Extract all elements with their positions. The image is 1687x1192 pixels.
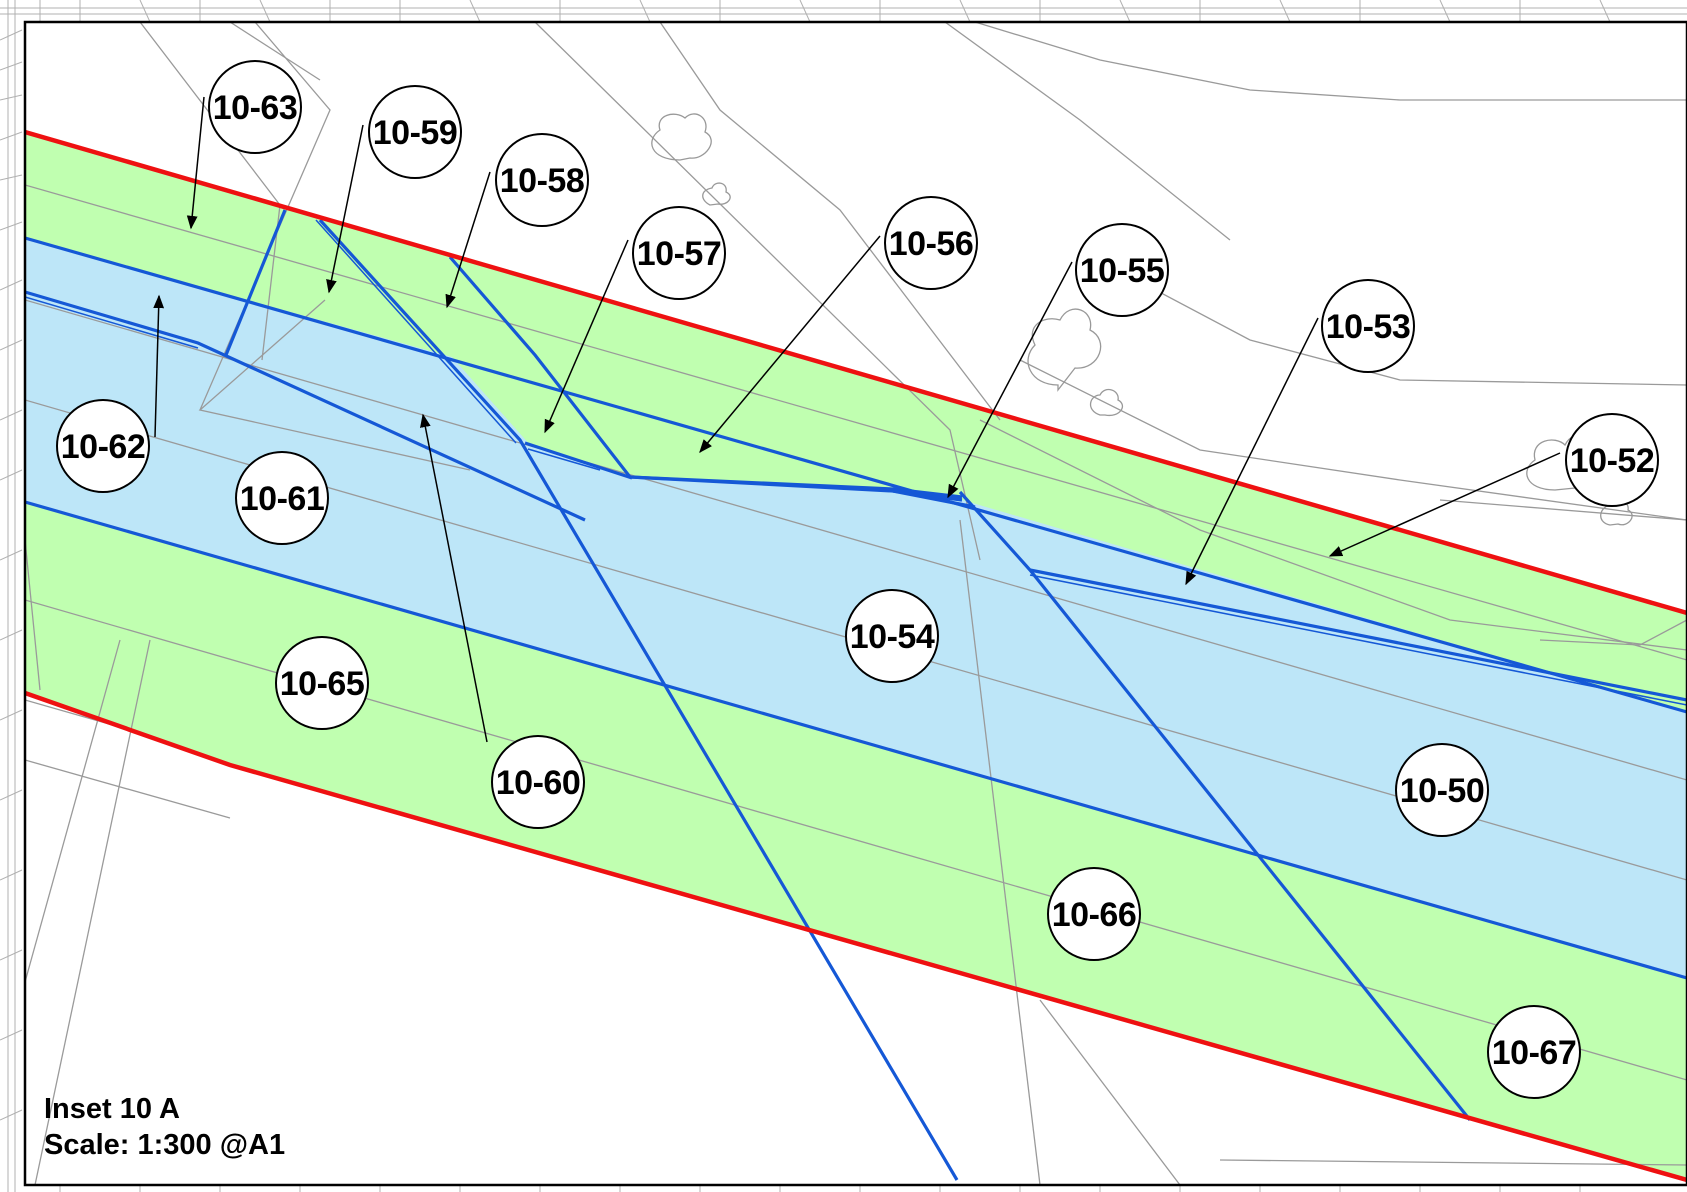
plot-marker[interactable]: 10-66: [1048, 868, 1140, 960]
plot-label: 10-66: [1052, 896, 1136, 934]
plot-label: 10-67: [1492, 1034, 1576, 1072]
plot-label: 10-50: [1400, 772, 1484, 810]
plot-label: 10-54: [850, 618, 935, 656]
plot-label: 10-65: [280, 665, 364, 703]
plot-marker[interactable]: 10-61: [236, 452, 328, 544]
plot-marker[interactable]: 10-56: [885, 197, 977, 289]
plot-label: 10-52: [1570, 442, 1654, 480]
plot-label: 10-55: [1080, 252, 1164, 290]
plot-marker[interactable]: 10-52: [1566, 414, 1658, 506]
plot-label: 10-53: [1326, 308, 1410, 346]
plot-label: 10-58: [500, 162, 584, 200]
inset-scale: Scale: 1:300 @A1: [44, 1129, 285, 1161]
plot-marker[interactable]: 10-62: [57, 400, 149, 492]
plot-label: 10-60: [496, 764, 580, 802]
inset-title: Inset 10 A: [44, 1093, 180, 1125]
plot-marker[interactable]: 10-58: [496, 134, 588, 226]
plot-marker[interactable]: 10-57: [633, 207, 725, 299]
plot-label: 10-59: [373, 114, 457, 152]
plot-label: 10-62: [61, 428, 145, 466]
plot-label: 10-61: [240, 480, 324, 518]
plot-marker[interactable]: 10-53: [1322, 280, 1414, 372]
plot-marker[interactable]: 10-63: [209, 61, 301, 153]
plot-marker[interactable]: 10-54: [846, 590, 938, 682]
plot-marker[interactable]: 10-55: [1076, 224, 1168, 316]
plot-label: 10-56: [889, 225, 973, 263]
plot-label: 10-63: [213, 89, 297, 127]
plot-label: 10-57: [637, 235, 721, 273]
plot-marker[interactable]: 10-65: [276, 637, 368, 729]
plot-marker[interactable]: 10-60: [492, 736, 584, 828]
plot-marker[interactable]: 10-50: [1396, 744, 1488, 836]
plot-marker[interactable]: 10-59: [369, 86, 461, 178]
plot-marker[interactable]: 10-67: [1488, 1006, 1580, 1098]
